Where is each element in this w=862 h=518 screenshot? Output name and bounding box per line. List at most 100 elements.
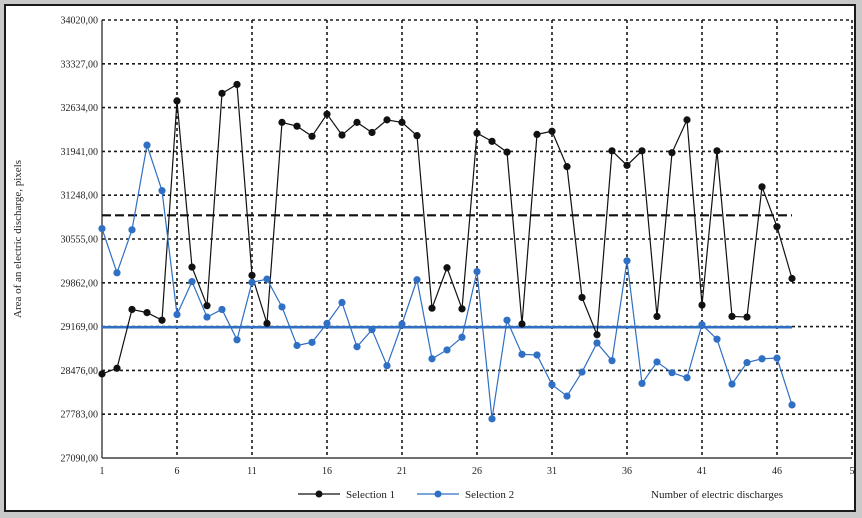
y-tick-label: 27090,00 [61, 454, 99, 465]
data-point-selection-2 [173, 310, 181, 319]
data-point-selection-2 [323, 319, 331, 327]
data-point-selection-1 [473, 129, 481, 137]
data-point-selection-2 [98, 224, 106, 233]
data-point-selection-1 [428, 304, 436, 312]
data-point-selection-2 [413, 276, 421, 284]
data-point-selection-1 [98, 370, 106, 378]
data-point-selection-2 [638, 379, 646, 388]
data-point-selection-1 [608, 147, 616, 155]
x-tick-label: 6 [175, 466, 180, 477]
data-point-selection-1 [758, 183, 766, 191]
data-point-selection-1 [578, 293, 586, 302]
data-point-selection-1 [683, 116, 691, 124]
y-tick-label: 29862,00 [61, 278, 99, 289]
x-tick-label: 41 [697, 466, 707, 477]
data-point-selection-2 [263, 275, 271, 283]
legend-marker-selection-1 [315, 490, 323, 498]
data-point-selection-1 [668, 149, 676, 157]
data-point-selection-1 [698, 301, 706, 309]
data-point-selection-2 [518, 350, 526, 358]
data-point-selection-2 [608, 357, 616, 365]
data-point-selection-1 [188, 263, 196, 271]
series-group [98, 80, 796, 423]
data-point-selection-2 [788, 401, 796, 409]
data-point-selection-2 [593, 339, 601, 347]
legend: Selection 1 Selection 2 Number of electr… [298, 489, 783, 501]
data-point-selection-2 [218, 305, 226, 314]
data-point-selection-1 [638, 147, 646, 155]
mean-lines [102, 214, 792, 329]
data-point-selection-2 [233, 336, 241, 344]
data-point-selection-1 [458, 305, 466, 313]
data-point-selection-2 [653, 358, 661, 366]
data-point-selection-2 [503, 316, 511, 324]
data-point-selection-1 [788, 274, 796, 283]
data-point-selection-2 [458, 333, 466, 341]
data-point-selection-2 [743, 358, 751, 367]
data-point-selection-1 [413, 132, 421, 140]
data-point-selection-1 [203, 302, 211, 310]
data-point-selection-2 [713, 335, 721, 343]
data-point-selection-1 [743, 313, 751, 321]
x-tick-label: 21 [397, 466, 407, 477]
data-point-selection-2 [443, 346, 451, 354]
data-point-selection-2 [158, 187, 166, 195]
data-point-selection-1 [338, 131, 346, 139]
data-point-selection-1 [593, 331, 601, 339]
data-point-selection-1 [563, 163, 571, 171]
y-tick-label: 27783,00 [61, 410, 99, 421]
data-point-selection-2 [728, 380, 736, 388]
data-point-selection-1 [713, 147, 721, 155]
data-point-selection-1 [518, 320, 526, 328]
chart-svg: 27090,00 27783,00 28476,00 29169,00 29862,00… [12, 16, 855, 502]
data-point-selection-2 [293, 341, 301, 350]
data-point-selection-2 [698, 321, 706, 329]
data-point-selection-1 [368, 128, 376, 137]
data-point-selection-2 [128, 226, 136, 234]
data-point-selection-2 [278, 303, 286, 311]
data-point-selection-1 [248, 271, 256, 279]
data-point-selection-2 [203, 313, 211, 321]
data-point-selection-2 [668, 369, 676, 377]
data-point-selection-2 [578, 368, 586, 376]
data-point-selection-1 [293, 122, 301, 130]
data-point-selection-1 [623, 161, 631, 169]
data-point-selection-1 [533, 130, 541, 138]
y-tick-label: 34020,00 [61, 16, 99, 27]
y-tick-label: 29169,00 [61, 322, 99, 333]
data-point-selection-2 [488, 415, 496, 423]
data-point-selection-2 [188, 278, 196, 286]
data-point-selection-2 [683, 374, 691, 382]
x-axis-label: Number of electric discharges [651, 489, 783, 501]
data-point-selection-2 [773, 354, 781, 362]
data-point-selection-2 [113, 269, 121, 277]
y-tick-label: 32634,00 [61, 103, 99, 114]
data-point-selection-2 [383, 362, 391, 370]
data-point-selection-2 [428, 355, 436, 363]
x-tick-label: 5 [850, 466, 855, 477]
data-point-selection-2 [758, 355, 766, 363]
y-tick-labels: 27090,00 27783,00 28476,00 29169,00 29862,00… [61, 16, 99, 465]
data-point-selection-1 [503, 148, 511, 156]
data-point-selection-2 [308, 338, 316, 346]
data-point-selection-1 [128, 305, 136, 314]
legend-label-selection-2: Selection 2 [465, 489, 514, 501]
x-tick-label: 31 [547, 466, 557, 477]
data-point-selection-2 [143, 141, 151, 149]
data-point-selection-1 [488, 137, 496, 145]
x-tick-label: 11 [247, 466, 257, 477]
x-tick-label: 46 [772, 466, 782, 477]
data-point-selection-2 [623, 257, 631, 265]
legend-marker-selection-2 [434, 490, 442, 498]
data-point-selection-1 [728, 312, 736, 321]
y-tick-label: 31941,00 [61, 147, 99, 158]
data-point-selection-1 [218, 89, 226, 97]
data-point-selection-1 [143, 309, 151, 317]
data-point-selection-1 [353, 118, 361, 126]
x-tick-label: 36 [622, 466, 632, 477]
data-point-selection-2 [353, 343, 361, 351]
x-tick-label: 26 [472, 466, 482, 477]
data-point-selection-2 [338, 298, 346, 307]
data-point-selection-2 [473, 267, 481, 276]
chart-frame: 27090,00 27783,00 28476,00 29169,00 29862,00… [4, 4, 856, 512]
